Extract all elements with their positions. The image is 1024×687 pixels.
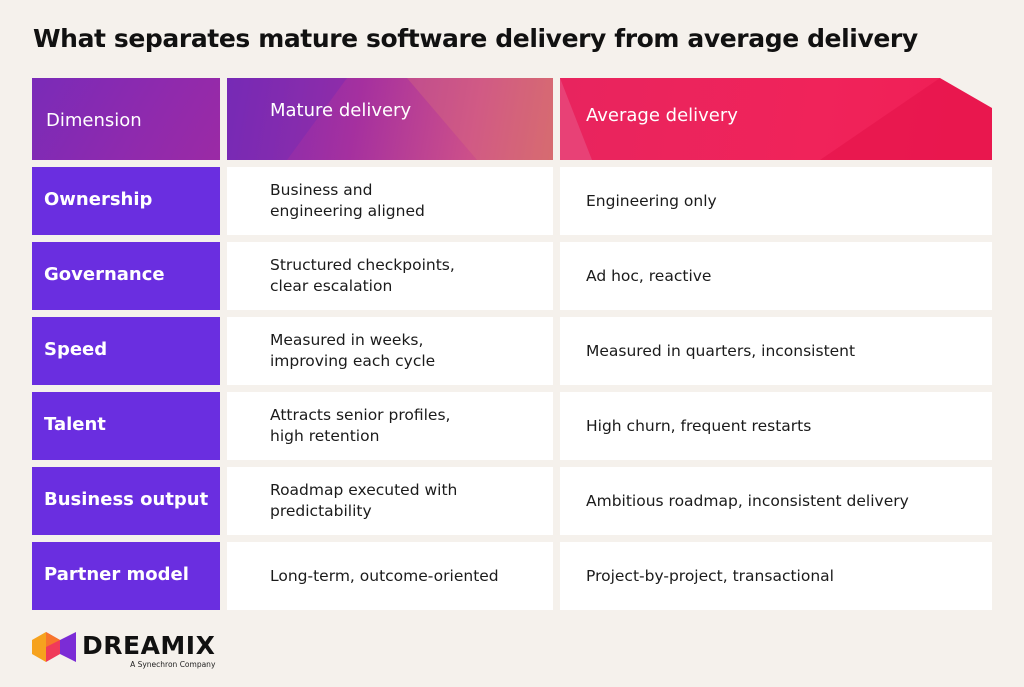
row-mature-text: Measured in weeks, improving each cycle	[270, 331, 436, 370]
row-dimension-label: Business output	[44, 488, 209, 510]
row-mature: Roadmap executed with predictability	[227, 467, 553, 535]
row-dimension: Speed	[32, 317, 220, 385]
row-average-text: Project-by-project, transactional	[586, 566, 834, 585]
row-mature: Measured in weeks, improving each cycle	[227, 317, 553, 385]
row-average-text: Ad hoc, reactive	[586, 266, 712, 285]
row-mature: Business and engineering aligned	[227, 167, 553, 235]
row-average: Project-by-project, transactional	[560, 542, 992, 610]
row-mature: Structured checkpoints, clear escalation	[227, 242, 553, 310]
header-mature: Mature delivery	[227, 78, 553, 160]
row-mature-text: Long-term, outcome-oriented	[270, 566, 499, 585]
row-mature-text: Business and engineering aligned	[270, 181, 425, 220]
row-dimension-label: Ownership	[44, 188, 153, 210]
logo-wordmark: DREAMIX	[82, 631, 216, 660]
row-dimension-label: Speed	[44, 338, 108, 360]
row-average-text: Engineering only	[586, 191, 717, 210]
header-average-decoration	[560, 78, 992, 160]
dreamix-logo: DREAMIX A Synechron Company	[32, 632, 215, 669]
header-dimension-label: Dimension	[46, 109, 142, 131]
row-average: Ambitious roadmap, inconsistent delivery	[560, 467, 992, 535]
dreamix-logo-icon	[32, 632, 76, 662]
row-mature: Long-term, outcome-oriented	[227, 542, 553, 610]
row-average-text: High churn, frequent restarts	[586, 416, 812, 435]
row-dimension: Business output	[32, 467, 220, 535]
row-average: Engineering only	[560, 167, 992, 235]
row-mature-text: Attracts senior profiles, high retention	[270, 406, 451, 445]
row-dimension: Partner model	[32, 542, 220, 610]
row-average-text: Measured in quarters, inconsistent	[586, 341, 856, 360]
comparison-table: Dimension Mature delivery Average delive…	[32, 78, 992, 610]
row-dimension: Governance	[32, 242, 220, 310]
row-average: Measured in quarters, inconsistent	[560, 317, 992, 385]
row-dimension-label: Governance	[44, 263, 165, 285]
row-dimension-label: Partner model	[44, 563, 189, 585]
row-mature-text: Roadmap executed with predictability	[270, 481, 458, 520]
header-dimension: Dimension	[32, 78, 220, 160]
row-mature: Attracts senior profiles, high retention	[227, 392, 553, 460]
row-dimension: Ownership	[32, 167, 220, 235]
page-title: What separates mature software delivery …	[33, 24, 918, 53]
row-dimension-label: Talent	[44, 413, 106, 435]
row-average: Ad hoc, reactive	[560, 242, 992, 310]
row-average: High churn, frequent restarts	[560, 392, 992, 460]
header-average: Average delivery	[560, 78, 992, 160]
header-average-label: Average delivery	[586, 105, 738, 126]
logo-tagline: A Synechron Company	[130, 660, 216, 669]
row-dimension: Talent	[32, 392, 220, 460]
header-mature-label: Mature delivery	[270, 100, 412, 121]
row-mature-text: Structured checkpoints, clear escalation	[270, 256, 455, 295]
row-average-text: Ambitious roadmap, inconsistent delivery	[586, 491, 909, 510]
header-mature-decoration	[227, 78, 553, 160]
